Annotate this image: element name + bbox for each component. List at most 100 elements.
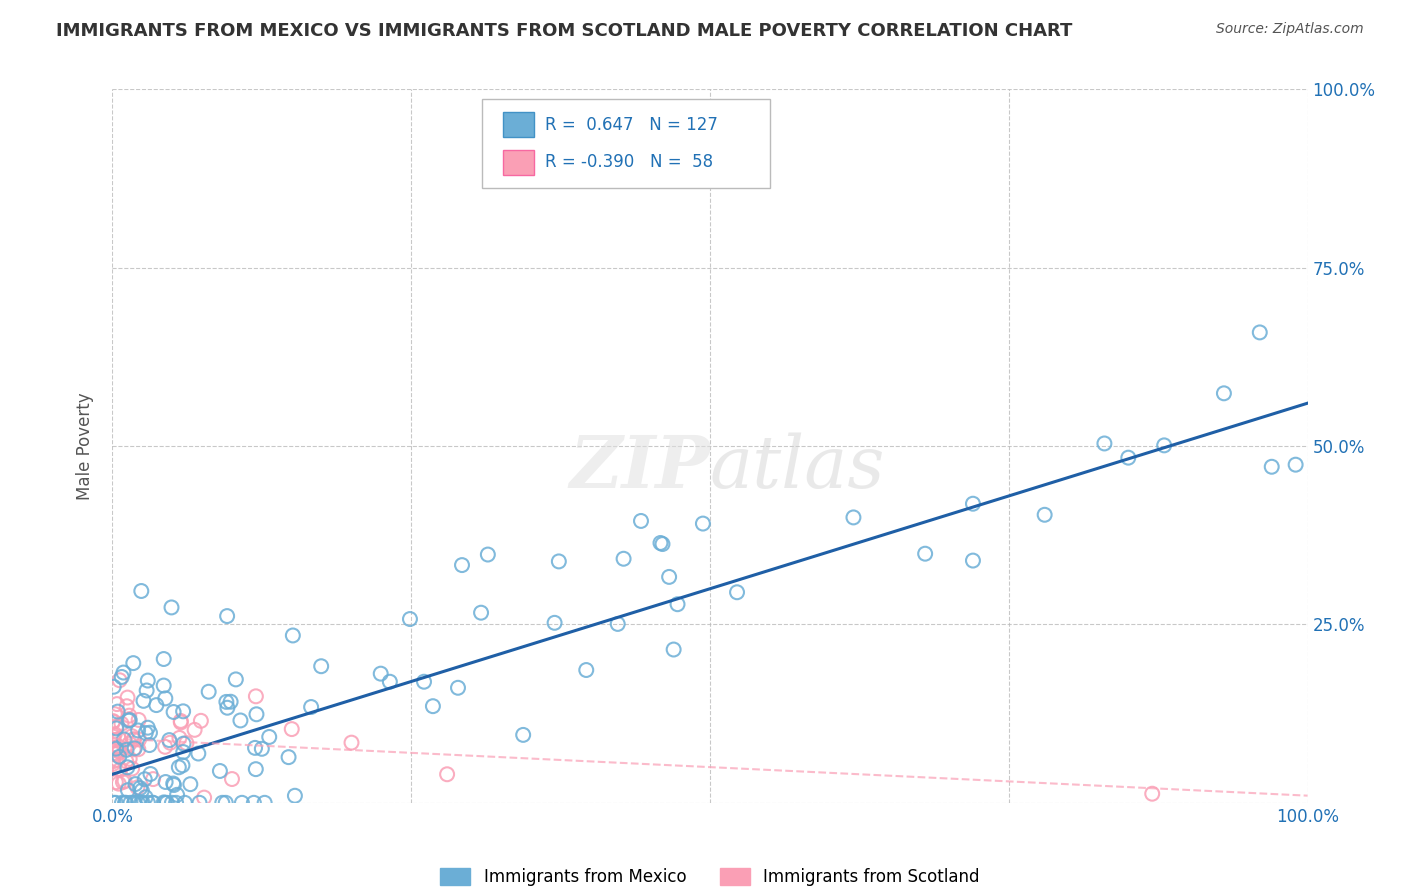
Point [138,738,160,752]
Point [190,714,212,728]
Point [112,665,135,680]
Point [172,758,194,772]
Point [124,777,146,791]
Y-axis label: Male Poverty: Male Poverty [76,392,94,500]
Point [157,733,180,747]
Point [512,728,534,742]
Point [104,727,127,741]
Point [630,514,652,528]
Point [245,707,267,722]
Point [128,713,150,727]
Point [118,714,141,728]
Point [108,749,131,764]
Point [135,790,157,805]
Point [131,783,153,797]
Point [1153,438,1175,452]
Point [111,670,134,684]
Point [193,790,215,805]
Point [170,715,193,730]
Point [243,740,266,755]
Point [136,721,159,735]
Point [121,762,143,776]
Point [114,796,136,810]
Point [215,695,238,709]
Point [172,704,194,718]
Point [651,537,673,551]
Point [284,789,307,803]
Point [1142,787,1164,801]
Point [103,796,125,810]
Point [105,753,128,767]
Point [152,796,174,810]
Point [122,742,145,756]
Text: R =  0.647   N = 127: R = 0.647 N = 127 [546,116,718,134]
Point [650,536,672,550]
Point [221,772,243,786]
Point [131,584,153,599]
Point [156,796,179,810]
Point [118,713,141,727]
Point [160,796,183,810]
Point [145,698,167,712]
Point [111,796,134,810]
Point [378,674,401,689]
Point [122,656,145,670]
Point [142,796,165,810]
Point [477,548,499,562]
Point [108,763,131,777]
Point [162,776,184,790]
Point [132,694,155,708]
Point [142,772,165,786]
Point [422,699,444,714]
Point [842,510,865,524]
Point [120,796,142,810]
Point [105,719,128,733]
Point [245,762,267,776]
Point [134,772,156,787]
Point [299,700,322,714]
Point [658,570,681,584]
Point [1094,436,1116,450]
Point [105,697,128,711]
Point [166,788,188,802]
Point [208,764,231,778]
Point [243,796,266,810]
Point [110,716,132,731]
Point [114,774,136,789]
Point [135,683,157,698]
Point [118,712,141,726]
Point [124,741,146,756]
Point [575,663,598,677]
Point [543,615,565,630]
Point [245,690,267,704]
Point [152,679,174,693]
Point [124,796,146,810]
Point [309,659,332,673]
Point [107,744,129,758]
Point [219,695,242,709]
Point [117,783,139,797]
Point [217,609,239,624]
Point [129,796,152,810]
Point [1033,508,1056,522]
Point [112,732,135,747]
Point [163,778,186,792]
Point [413,674,436,689]
Point [188,796,211,810]
Point [152,652,174,666]
Point [135,726,157,740]
Text: IMMIGRANTS FROM MEXICO VS IMMIGRANTS FROM SCOTLAND MALE POVERTY CORRELATION CHAR: IMMIGRANTS FROM MEXICO VS IMMIGRANTS FRO… [56,22,1073,40]
Point [159,736,181,750]
Point [103,754,125,768]
Point [115,699,138,714]
Point [103,733,125,747]
Point [1118,450,1140,465]
Point [104,796,127,810]
Point [231,796,253,810]
Point [197,684,219,698]
Point [107,705,129,719]
Point [118,708,141,723]
Point [281,628,304,642]
Point [101,730,124,744]
Point [187,747,209,761]
